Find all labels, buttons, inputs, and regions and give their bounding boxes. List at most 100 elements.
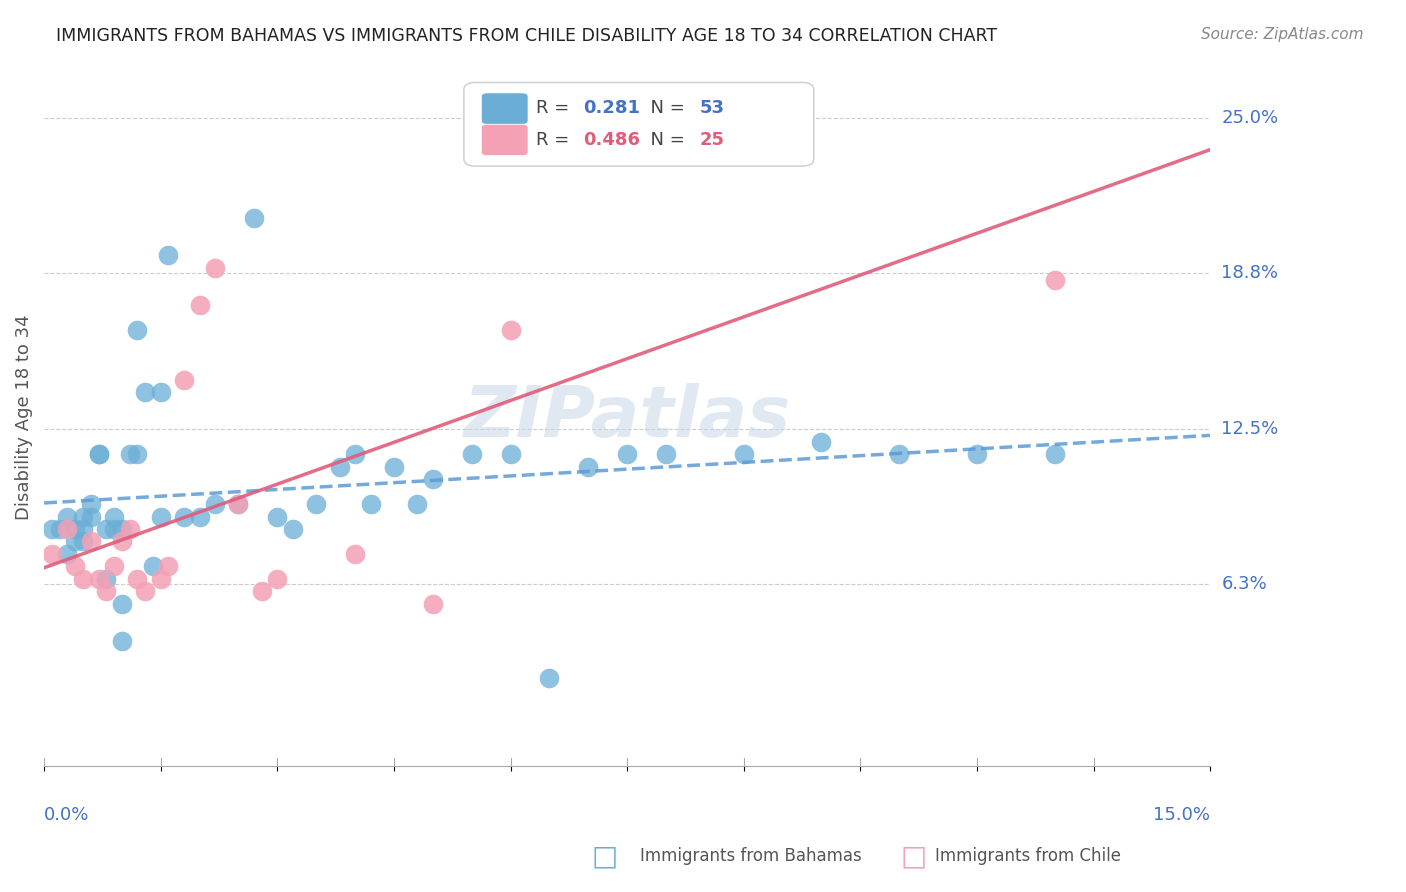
Point xyxy=(72,572,94,586)
Text: 0.486: 0.486 xyxy=(583,130,640,149)
FancyBboxPatch shape xyxy=(464,82,814,166)
Point xyxy=(103,559,125,574)
Point xyxy=(142,559,165,574)
Text: 53: 53 xyxy=(699,99,724,117)
Text: IMMIGRANTS FROM BAHAMAS VS IMMIGRANTS FROM CHILE DISABILITY AGE 18 TO 34 CORRELA: IMMIGRANTS FROM BAHAMAS VS IMMIGRANTS FR… xyxy=(56,27,997,45)
Point xyxy=(72,509,94,524)
Point xyxy=(305,497,328,511)
Point xyxy=(63,534,86,549)
Text: □: □ xyxy=(901,842,927,871)
Point xyxy=(204,260,226,275)
Point xyxy=(243,211,266,225)
Text: 6.3%: 6.3% xyxy=(1222,574,1267,593)
Point xyxy=(103,509,125,524)
Point xyxy=(127,447,149,461)
Point xyxy=(41,547,63,561)
Point xyxy=(1043,447,1066,461)
Text: □: □ xyxy=(592,842,617,871)
Point xyxy=(48,522,70,536)
Point xyxy=(56,522,79,536)
Point xyxy=(360,497,382,511)
Point xyxy=(344,447,367,461)
Text: 15.0%: 15.0% xyxy=(1153,806,1211,824)
Point xyxy=(111,634,134,648)
Text: N =: N = xyxy=(638,130,690,149)
Point xyxy=(56,547,79,561)
Point xyxy=(118,522,141,536)
Point xyxy=(382,459,405,474)
Point xyxy=(281,522,304,536)
Point xyxy=(96,572,118,586)
Point xyxy=(733,447,755,461)
Point xyxy=(118,447,141,461)
Point xyxy=(810,434,832,449)
Point xyxy=(538,672,561,686)
Point xyxy=(111,597,134,611)
Point xyxy=(63,559,86,574)
Point xyxy=(228,497,250,511)
Point xyxy=(63,522,86,536)
Point xyxy=(96,584,118,599)
Text: R =: R = xyxy=(536,99,581,117)
Point xyxy=(188,298,211,312)
Point xyxy=(134,385,156,400)
Point xyxy=(103,522,125,536)
Point xyxy=(250,584,273,599)
Text: Immigrants from Chile: Immigrants from Chile xyxy=(935,847,1121,865)
Point xyxy=(127,323,149,337)
Point xyxy=(80,497,103,511)
Text: 12.5%: 12.5% xyxy=(1222,420,1278,439)
FancyBboxPatch shape xyxy=(481,124,529,155)
Point xyxy=(616,447,638,461)
Point xyxy=(41,522,63,536)
Point xyxy=(157,248,180,262)
Point xyxy=(149,385,172,400)
Point xyxy=(87,572,110,586)
Text: 0.281: 0.281 xyxy=(583,99,640,117)
Text: Immigrants from Bahamas: Immigrants from Bahamas xyxy=(640,847,862,865)
Point xyxy=(422,472,444,486)
Point xyxy=(80,534,103,549)
Point xyxy=(889,447,911,461)
Point xyxy=(460,447,482,461)
Point xyxy=(72,522,94,536)
Point xyxy=(328,459,350,474)
Text: ZIPatlas: ZIPatlas xyxy=(464,383,790,451)
Point xyxy=(966,447,988,461)
Point xyxy=(127,572,149,586)
Point xyxy=(56,509,79,524)
Point xyxy=(188,509,211,524)
Point xyxy=(228,497,250,511)
Point xyxy=(72,534,94,549)
Point xyxy=(80,509,103,524)
Point xyxy=(266,509,288,524)
Point xyxy=(87,447,110,461)
Point xyxy=(499,323,522,337)
Point xyxy=(655,447,678,461)
Point xyxy=(149,572,172,586)
Text: 0.0%: 0.0% xyxy=(44,806,90,824)
Point xyxy=(499,447,522,461)
Text: Source: ZipAtlas.com: Source: ZipAtlas.com xyxy=(1201,27,1364,42)
Point xyxy=(1043,273,1066,287)
Point xyxy=(149,509,172,524)
Point xyxy=(111,534,134,549)
Text: N =: N = xyxy=(638,99,690,117)
Point xyxy=(111,522,134,536)
Text: 25: 25 xyxy=(699,130,724,149)
Point xyxy=(406,497,429,511)
Point xyxy=(87,447,110,461)
Y-axis label: Disability Age 18 to 34: Disability Age 18 to 34 xyxy=(15,314,32,520)
Point xyxy=(173,509,195,524)
Text: R =: R = xyxy=(536,130,581,149)
Point xyxy=(96,522,118,536)
FancyBboxPatch shape xyxy=(481,93,529,124)
Point xyxy=(733,136,755,151)
Point xyxy=(576,459,599,474)
Point xyxy=(266,572,288,586)
Point xyxy=(344,547,367,561)
Text: 25.0%: 25.0% xyxy=(1222,110,1278,128)
Point xyxy=(134,584,156,599)
Point xyxy=(157,559,180,574)
Point xyxy=(422,597,444,611)
